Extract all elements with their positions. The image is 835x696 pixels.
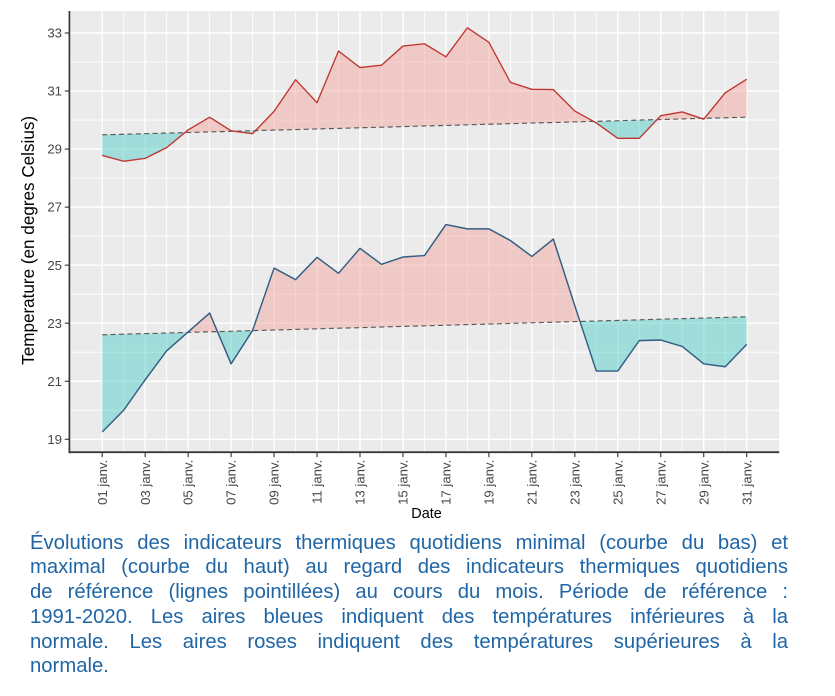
svg-text:21 janv.: 21 janv. — [524, 460, 539, 505]
svg-text:Temperature (en degres Celsius: Temperature (en degres Celsius) — [19, 116, 38, 365]
svg-text:23 janv.: 23 janv. — [567, 460, 582, 505]
svg-text:25: 25 — [47, 258, 62, 273]
svg-text:09 janv.: 09 janv. — [267, 460, 282, 505]
svg-text:07 janv.: 07 janv. — [224, 460, 239, 505]
svg-text:29: 29 — [47, 142, 62, 157]
svg-text:31: 31 — [47, 84, 62, 99]
svg-text:17 janv.: 17 janv. — [439, 460, 454, 505]
svg-text:15 janv.: 15 janv. — [396, 460, 411, 505]
svg-text:29 janv.: 29 janv. — [696, 460, 711, 505]
svg-text:13 janv.: 13 janv. — [353, 460, 368, 505]
svg-text:21: 21 — [47, 374, 62, 389]
svg-text:31 janv.: 31 janv. — [739, 460, 754, 505]
svg-text:Date: Date — [411, 506, 441, 522]
svg-text:11 janv.: 11 janv. — [310, 460, 325, 504]
svg-text:27: 27 — [47, 200, 62, 215]
svg-text:27 janv.: 27 janv. — [653, 460, 668, 505]
svg-text:25 janv.: 25 janv. — [610, 460, 625, 505]
svg-text:23: 23 — [47, 316, 62, 331]
svg-text:01 janv.: 01 janv. — [95, 460, 110, 505]
svg-text:19: 19 — [47, 432, 62, 447]
svg-text:03 janv.: 03 janv. — [138, 460, 153, 505]
svg-text:19 janv.: 19 janv. — [481, 460, 496, 505]
svg-text:05 janv.: 05 janv. — [181, 460, 196, 505]
svg-text:33: 33 — [47, 26, 62, 41]
